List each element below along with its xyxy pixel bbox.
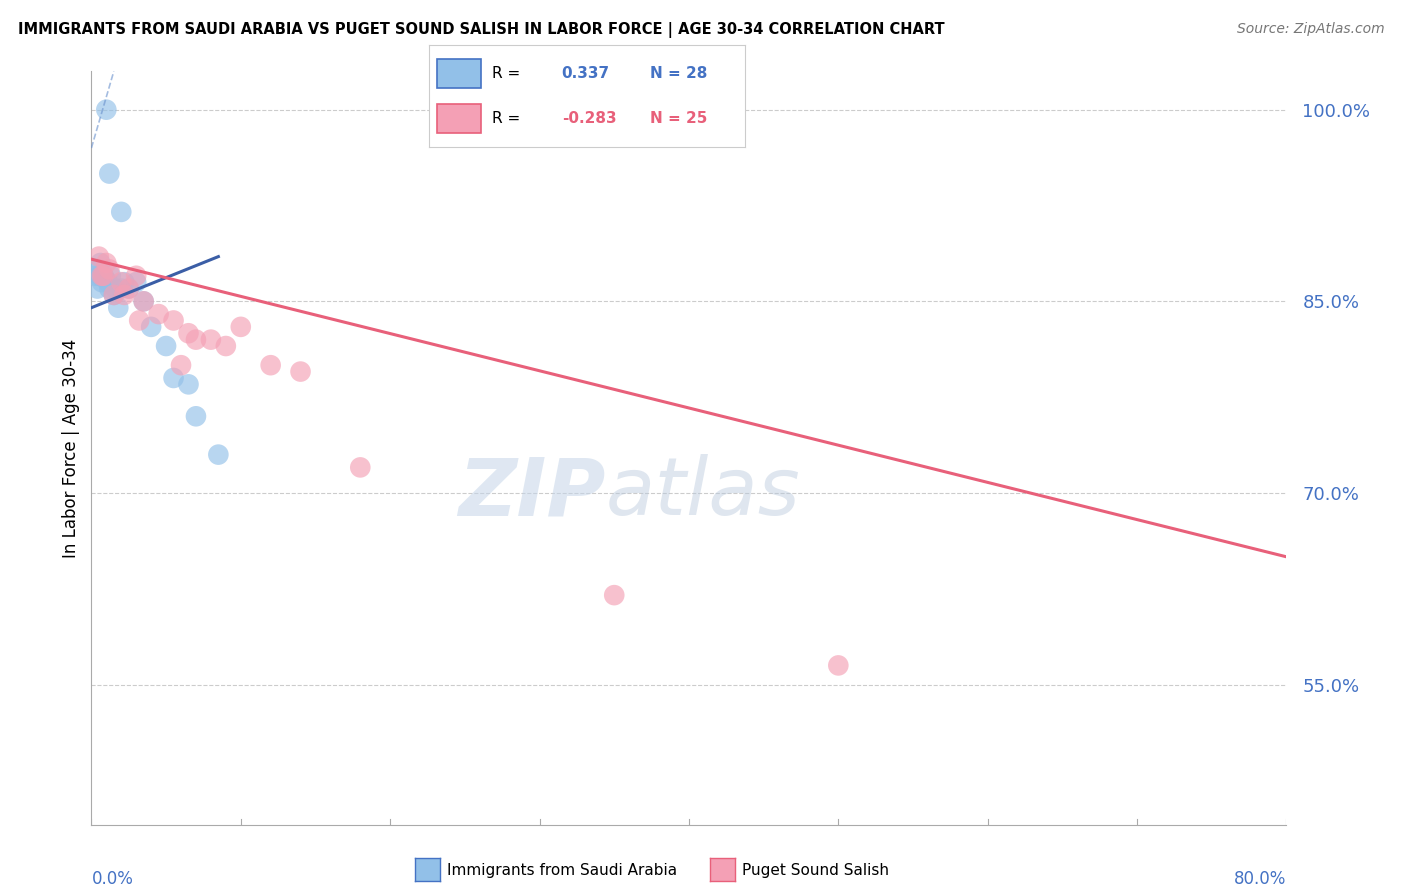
Point [87, 262, 110, 277]
Point [118, 281, 141, 295]
Point [89, 268, 111, 283]
Point [96, 256, 118, 270]
Point [132, 294, 155, 309]
Point [98, 262, 121, 277]
Point [155, 339, 177, 353]
Point [162, 371, 184, 385]
Point [90, 268, 112, 283]
Text: 80.0%: 80.0% [1234, 870, 1286, 888]
Point [107, 301, 129, 315]
Point [110, 275, 132, 289]
Point [207, 448, 229, 462]
Point [132, 294, 155, 309]
Point [110, 281, 132, 295]
Point [125, 275, 148, 289]
Text: 0.0%: 0.0% [91, 870, 134, 888]
Point [259, 358, 281, 372]
FancyBboxPatch shape [437, 104, 481, 133]
Text: ZIP: ZIP [458, 454, 605, 533]
Text: Puget Sound Salish: Puget Sound Salish [742, 863, 890, 878]
Point [94, 271, 117, 285]
Text: atlas: atlas [605, 454, 800, 533]
Point [96, 103, 118, 117]
Text: 0.337: 0.337 [562, 66, 610, 81]
Point [98, 281, 121, 295]
Point [170, 358, 193, 372]
Point [97, 275, 120, 289]
Point [112, 288, 135, 302]
Point [184, 333, 207, 347]
Point [104, 281, 127, 295]
Point [290, 365, 312, 379]
FancyBboxPatch shape [437, 59, 481, 87]
Text: R =: R = [492, 111, 526, 126]
Point [162, 313, 184, 327]
Point [177, 377, 200, 392]
Point [98, 167, 121, 181]
Point [128, 313, 150, 327]
Text: -0.283: -0.283 [562, 111, 616, 126]
Point [141, 319, 162, 334]
Point [87, 250, 110, 264]
Y-axis label: In Labor Force | Age 30-34: In Labor Force | Age 30-34 [62, 339, 80, 558]
Point [84, 268, 107, 283]
Point [827, 658, 849, 673]
Point [229, 319, 252, 334]
Point [103, 288, 125, 302]
Point [110, 205, 132, 219]
Point [148, 307, 170, 321]
Point [184, 409, 207, 424]
Text: R =: R = [492, 66, 526, 81]
Point [118, 281, 141, 295]
Point [93, 268, 115, 283]
Point [100, 268, 122, 283]
Point [215, 339, 238, 353]
Point [89, 256, 111, 270]
Text: IMMIGRANTS FROM SAUDI ARABIA VS PUGET SOUND SALISH IN LABOR FORCE | AGE 30-34 CO: IMMIGRANTS FROM SAUDI ARABIA VS PUGET SO… [18, 22, 945, 38]
Point [349, 460, 371, 475]
Point [125, 268, 148, 283]
Text: Source: ZipAtlas.com: Source: ZipAtlas.com [1237, 22, 1385, 37]
Text: N = 25: N = 25 [651, 111, 707, 126]
Point [200, 333, 222, 347]
Point [86, 281, 108, 295]
Point [90, 275, 112, 289]
Point [603, 588, 626, 602]
Point [177, 326, 200, 341]
Point [93, 268, 115, 283]
Text: N = 28: N = 28 [651, 66, 707, 81]
Text: Immigrants from Saudi Arabia: Immigrants from Saudi Arabia [447, 863, 678, 878]
Point [103, 288, 125, 302]
Point [112, 275, 135, 289]
